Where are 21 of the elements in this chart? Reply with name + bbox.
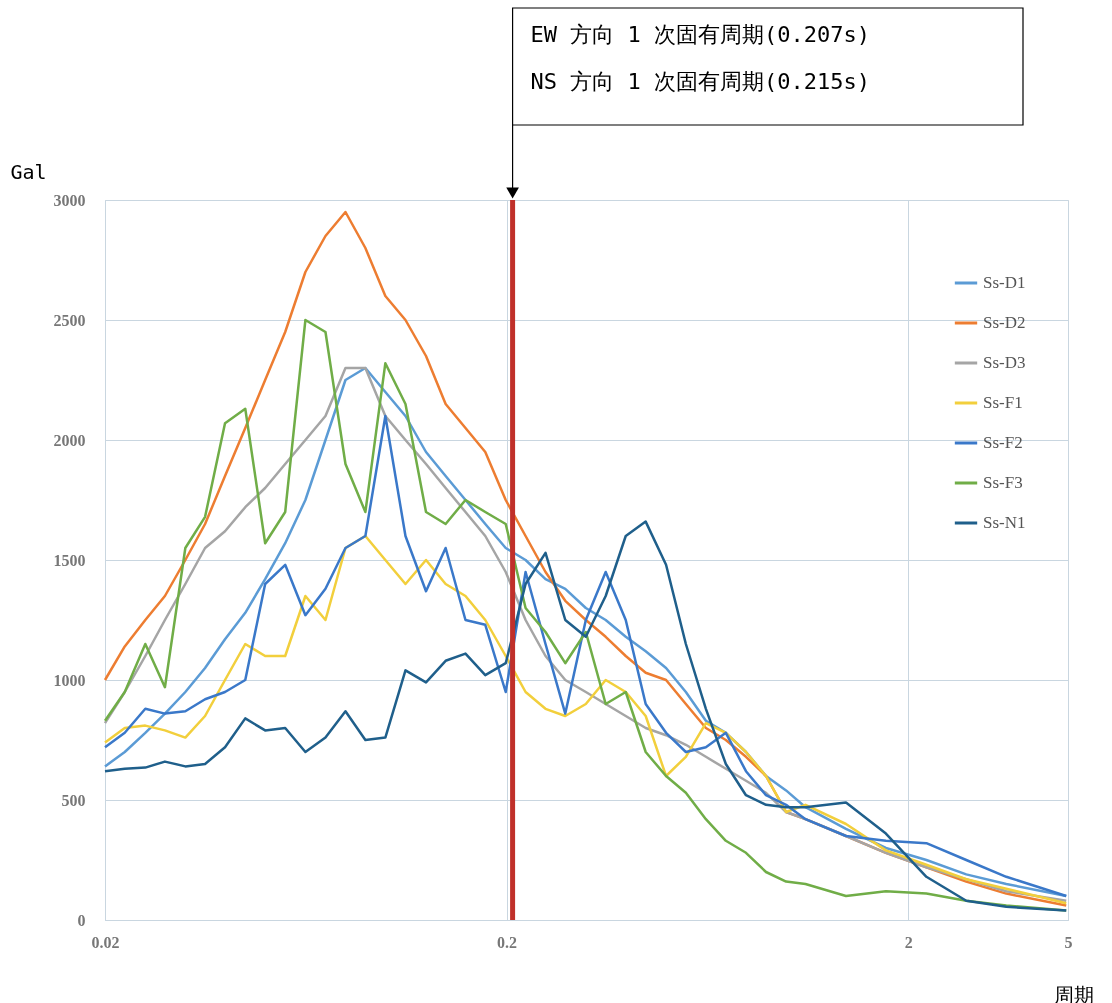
y-tick-label: 2500 [53,311,86,329]
legend-label: Ss-F1 [983,393,1023,412]
y-axis-title: Gal [10,159,47,184]
y-tick-label: 0 [77,911,86,929]
x-tick-label: 0.2 [497,933,518,951]
legend-label: Ss-F2 [983,433,1023,452]
y-tick-label: 2000 [53,431,86,449]
x-tick-label: 2 [904,933,913,951]
text: NS 方向 1 次固有周期(0.215s) [530,69,871,94]
y-tick-label: 500 [61,791,86,809]
legend-label: Ss-D2 [983,313,1026,332]
legend-label: Ss-N1 [983,513,1026,532]
x-tick-label: 0.02 [91,933,120,951]
legend-label: Ss-D1 [983,273,1026,292]
y-tick-label: 3000 [53,191,86,209]
legend-label: Ss-D3 [983,353,1026,372]
legend-label: Ss-F3 [983,473,1023,492]
y-tick-label: 1000 [53,671,86,689]
text: EW 方向 1 次固有周期(0.207s) [530,22,871,47]
y-tick-label: 1500 [53,551,86,569]
x-tick-label: 5 [1064,933,1073,951]
